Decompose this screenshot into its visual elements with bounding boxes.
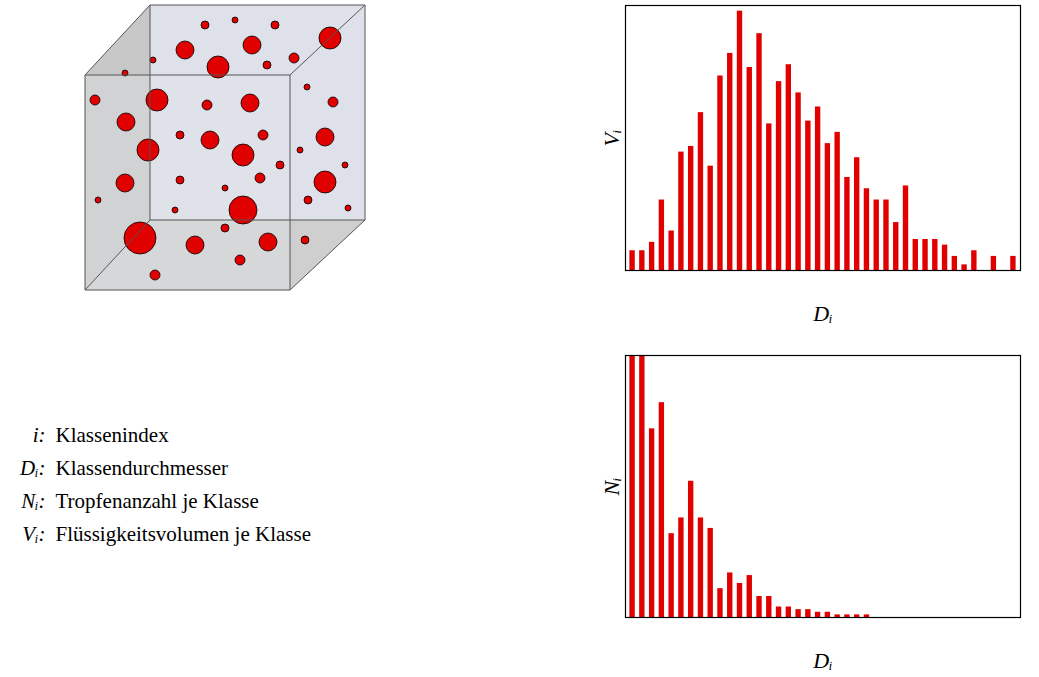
svg-text:Vᵢ: Vᵢ [599,130,624,147]
svg-text:Dᵢ: Dᵢ [812,648,832,673]
html-text:Tropfenanzahl je Klasse: Tropfenanzahl je Klasse [55,489,259,513]
svg-text:Nᵢ: Nᵢ [599,477,624,496]
svg-text:Dᵢ: Dᵢ [812,301,832,326]
html-text:Klassendurchmesser: Klassendurchmesser [55,456,229,480]
html-text:Nᵢ:: Nᵢ: [21,489,46,513]
html-text:Dᵢ:: Dᵢ: [20,456,46,480]
html-text:Flüssigkeitsvolumen je Klasse: Flüssigkeitsvolumen je Klasse [55,522,311,546]
html-text:i:: i: [32,423,46,447]
html-text:Vᵢ:: Vᵢ: [22,522,46,546]
html-text:Klassenindex: Klassenindex [55,423,169,447]
